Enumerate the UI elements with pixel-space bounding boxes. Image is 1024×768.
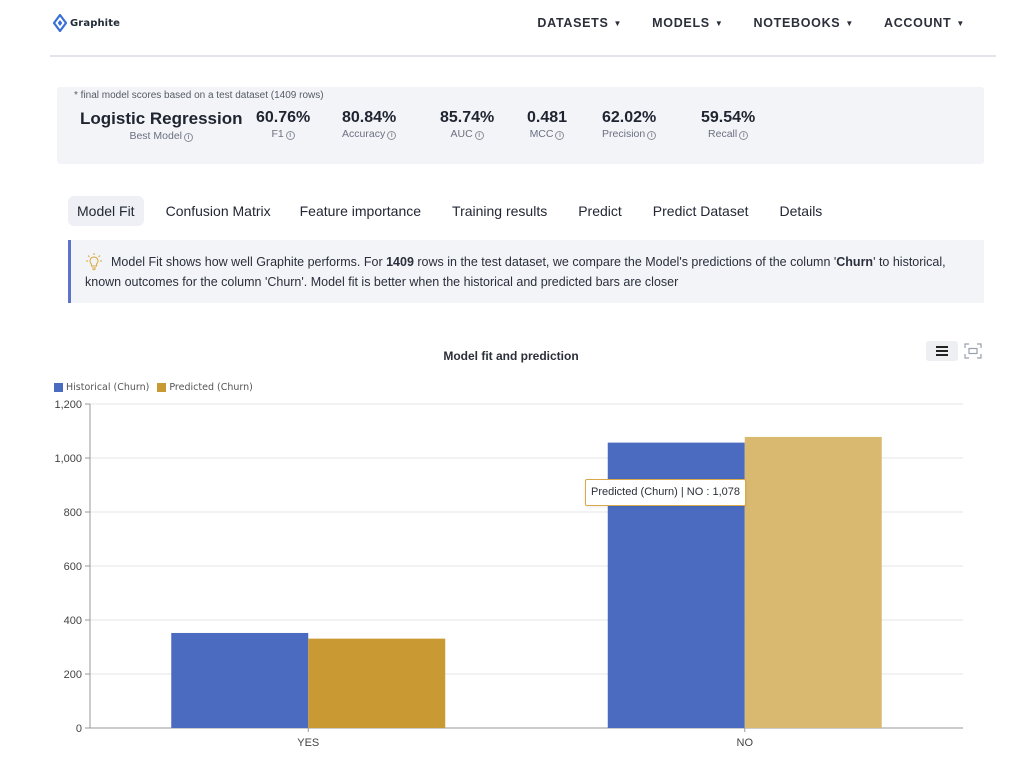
nav-notebooks[interactable]: NOTEBOOKS ▼ <box>753 16 854 30</box>
y-tick-label: 600 <box>64 561 82 573</box>
brand-logo[interactable]: Graphite <box>53 14 120 32</box>
metric-value: 80.84% <box>342 109 397 126</box>
chart-title: Model fit and prediction <box>443 349 579 363</box>
metric-label: Precision i <box>602 128 657 140</box>
metric-mcc: 0.481 MCC i <box>527 109 567 140</box>
metric-label: F1 i <box>256 128 310 140</box>
main-menu: DATASETS ▼ MODELS ▼ NOTEBOOKS ▼ ACCOUNT ▼ <box>537 16 965 30</box>
metric-f1: 60.76% F1 i <box>256 109 310 140</box>
banner-row-count: 1409 <box>386 255 414 269</box>
brand-name: Graphite <box>70 17 120 29</box>
caret-down-icon: ▼ <box>845 18 854 28</box>
lightbulb-icon <box>86 253 102 271</box>
metric-recall: 59.54% Recall i <box>701 109 755 140</box>
metric-precision: 62.02% Precision i <box>602 109 656 140</box>
model-tabs: Model Fit Confusion Matrix Feature impor… <box>68 196 831 226</box>
metric-label: Accuracy i <box>342 128 397 140</box>
caret-down-icon: ▼ <box>613 18 623 28</box>
y-tick-label: 0 <box>76 723 82 735</box>
nav-models-label: MODELS <box>652 16 710 30</box>
bar-yes-historical[interactable] <box>171 632 309 728</box>
best-model-label: Best Model i <box>80 130 242 142</box>
info-icon[interactable]: i <box>474 131 484 140</box>
banner-text-part: ' to historical, known outcomes for the … <box>85 255 946 289</box>
chart-menu-button[interactable] <box>926 341 958 361</box>
x-tick-label: YES <box>297 737 319 749</box>
banner-text: Model Fit shows how well Graphite perfor… <box>85 252 965 292</box>
graphite-logo-icon <box>53 14 67 32</box>
model-scores-card: * final model scores based on a test dat… <box>57 87 984 164</box>
info-icon[interactable]: i <box>285 131 295 140</box>
nav-account-label: ACCOUNT <box>883 16 952 30</box>
legend-swatch <box>54 383 63 392</box>
hamburger-icon <box>936 346 948 356</box>
metric-value: 60.76% <box>256 109 311 126</box>
banner-column-name: Churn <box>836 255 874 269</box>
info-icon[interactable]: i <box>739 131 749 140</box>
metric-label: MCC i <box>527 128 567 140</box>
metric-value: 62.02% <box>602 109 657 126</box>
y-tick-label: 400 <box>64 615 82 627</box>
metric-label-text: F1 <box>271 128 284 140</box>
metric-label-text: AUC <box>450 128 473 140</box>
bar-chart: 0 200 400 600 800 1,000 1,200 YES NO <box>54 399 963 749</box>
metric-label-text: Recall <box>708 128 738 140</box>
y-tick-label: 1,000 <box>54 453 82 465</box>
tab-confusion-matrix[interactable]: Confusion Matrix <box>165 203 271 219</box>
legend-historical[interactable]: Historical (Churn) <box>54 382 149 393</box>
info-icon[interactable]: i <box>555 131 565 140</box>
y-tick-label: 800 <box>64 507 82 519</box>
metric-label: Recall i <box>701 128 755 140</box>
legend-swatch <box>157 383 167 392</box>
nav-datasets-label: DATASETS <box>537 16 609 30</box>
header-divider <box>50 55 996 57</box>
tab-feature-importance[interactable]: Feature importance <box>299 203 422 219</box>
metric-auc: 85.74% AUC i <box>440 109 494 140</box>
metric-label-text: MCC <box>529 128 554 140</box>
chart-tooltip: Predicted (Churn) | NO : 1,078 <box>585 479 746 506</box>
metric-value: 59.54% <box>701 109 756 126</box>
banner-text-part: Model Fit shows how well Graphite perfor… <box>111 255 387 269</box>
fullscreen-icon <box>964 343 982 359</box>
model-fit-info-banner: Model Fit shows how well Graphite perfor… <box>68 240 984 303</box>
tab-predict[interactable]: Predict <box>578 203 622 219</box>
metric-label-text: Accuracy <box>342 128 386 140</box>
metric-accuracy: 80.84% Accuracy i <box>342 109 396 140</box>
top-navbar: Graphite DATASETS ▼ MODELS ▼ NOTEBOOKS ▼ AC… <box>0 0 1024 52</box>
tab-model-fit[interactable]: Model Fit <box>68 196 144 226</box>
nav-models[interactable]: MODELS ▼ <box>652 16 723 30</box>
nav-datasets[interactable]: DATASETS ▼ <box>537 16 622 30</box>
metric-value: 85.74% <box>440 109 495 126</box>
y-tick-label: 1,200 <box>54 399 82 411</box>
metric-label-text: Precision <box>602 128 646 140</box>
nav-notebooks-label: NOTEBOOKS <box>753 16 841 30</box>
metric-best-model: Logistic Regression Best Model i <box>80 109 242 142</box>
best-model-label-text: Best Model <box>129 130 182 142</box>
caret-down-icon: ▼ <box>956 18 965 28</box>
bar-no-predicted[interactable] <box>744 436 882 728</box>
legend-label: Predicted (Churn) <box>169 382 253 393</box>
tab-details[interactable]: Details <box>779 203 823 219</box>
x-tick-label: NO <box>737 737 754 749</box>
y-tick-label: 200 <box>64 669 82 681</box>
scores-footnote: * final model scores based on a test dat… <box>74 90 324 101</box>
metric-label: AUC i <box>440 128 494 140</box>
bar-yes-predicted[interactable] <box>308 638 446 728</box>
nav-account[interactable]: ACCOUNT ▼ <box>884 16 965 30</box>
chart-legend: Historical (Churn) Predicted (Churn) <box>54 382 253 393</box>
tab-training-results[interactable]: Training results <box>452 203 548 219</box>
info-icon[interactable]: i <box>387 131 397 140</box>
fullscreen-button[interactable] <box>964 343 982 359</box>
legend-predicted[interactable]: Predicted (Churn) <box>157 382 253 393</box>
info-icon[interactable]: i <box>184 133 193 142</box>
tab-predict-dataset[interactable]: Predict Dataset <box>652 203 749 219</box>
best-model-value: Logistic Regression <box>80 109 243 128</box>
legend-label: Historical (Churn) <box>66 382 150 393</box>
info-icon[interactable]: i <box>647 131 657 140</box>
metric-value: 0.481 <box>527 109 568 126</box>
caret-down-icon: ▼ <box>714 18 724 28</box>
banner-text-part: rows in the test dataset, we compare the… <box>413 255 837 269</box>
